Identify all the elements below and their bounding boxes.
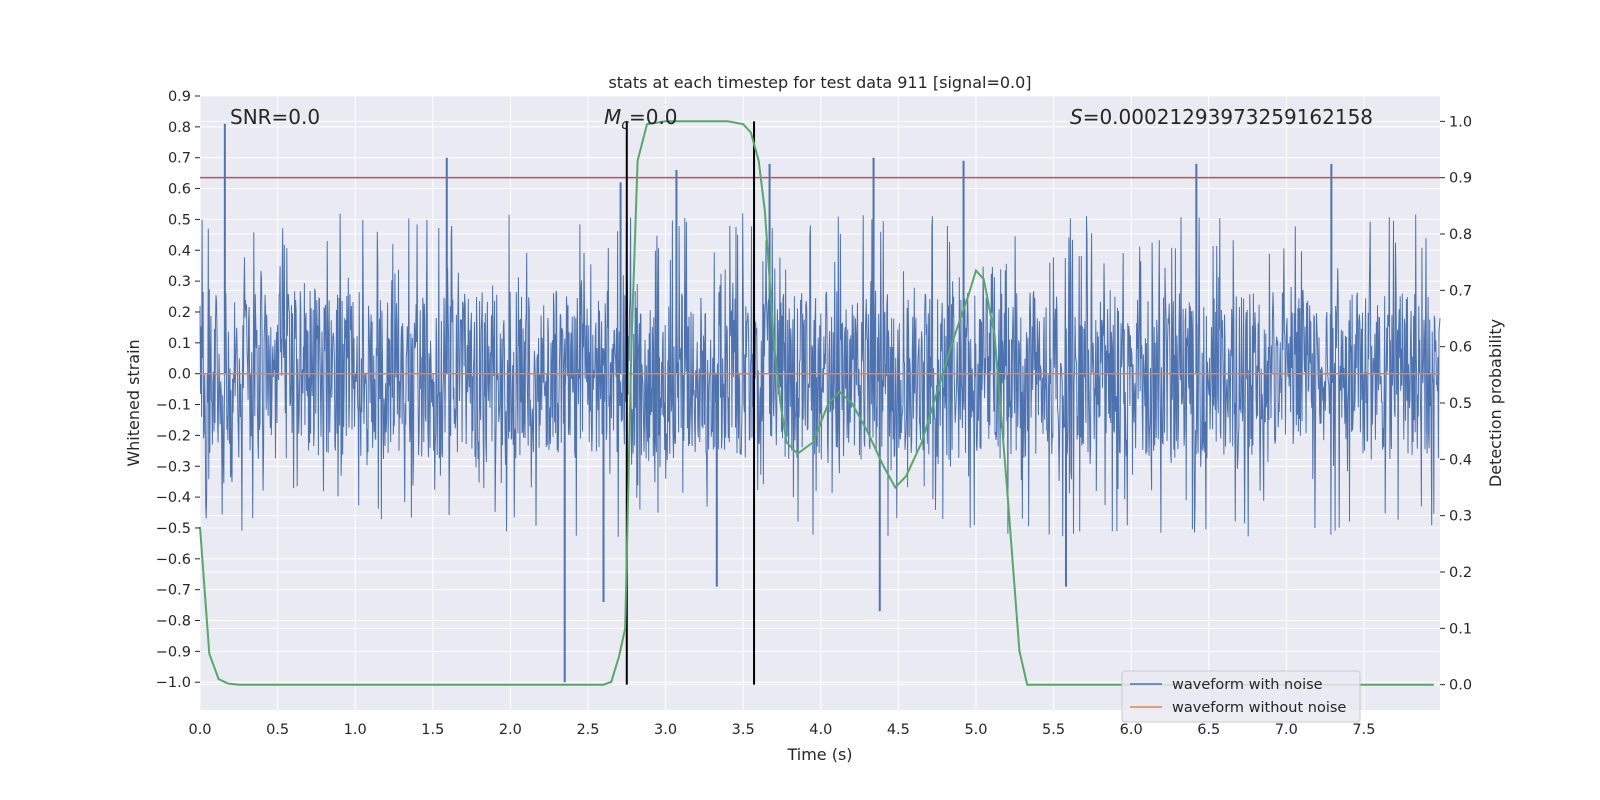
y-axis-ticks: 0.9 0.8 0.7 0.6 0.5 0.4 0.3 0.2 0.1 0.0 −0.1 −0.2 −0… bbox=[156, 89, 200, 691]
y-tick-label: 0.2 bbox=[168, 305, 191, 321]
y-tick-label: 0.9 bbox=[168, 89, 191, 105]
y-tick-label: 0.4 bbox=[168, 243, 191, 259]
x-tick-label: 4.5 bbox=[887, 722, 910, 738]
x-tick-label: 5.0 bbox=[964, 722, 987, 738]
y-tick-label: 0.8 bbox=[168, 120, 191, 136]
y-tick-label: −1.0 bbox=[156, 675, 191, 691]
y2-axis-ticks: 1.0 0.9 0.8 0.7 0.6 0.5 0.4 0.3 0.2 0.1 0.0 bbox=[1440, 114, 1472, 694]
noise-spikes bbox=[223, 123, 1333, 683]
chirp-mass-value: =0.0 bbox=[629, 105, 678, 129]
legend-label-clean: waveform without noise bbox=[1172, 700, 1346, 716]
y2-tick-label: 0.3 bbox=[1449, 509, 1472, 525]
y2-tick-label: 0.9 bbox=[1449, 171, 1472, 187]
y2-axis-label: Detection probability bbox=[1486, 319, 1505, 487]
y2-tick-label: 0.2 bbox=[1449, 565, 1472, 581]
s-symbol: S bbox=[1070, 105, 1083, 129]
y2-tick-label: 0.7 bbox=[1449, 283, 1472, 299]
legend-label-noise: waveform with noise bbox=[1172, 677, 1323, 693]
x-tick-label: 3.5 bbox=[732, 722, 755, 738]
y-tick-label: −0.6 bbox=[156, 552, 191, 568]
x-tick-label: 2.5 bbox=[576, 722, 599, 738]
y2-tick-label: 0.4 bbox=[1449, 452, 1472, 468]
x-tick-label: 2.0 bbox=[499, 722, 522, 738]
x-tick-label: 0.5 bbox=[266, 722, 289, 738]
series-detection-probability bbox=[199, 120, 1434, 686]
y-tick-label: 0.7 bbox=[168, 151, 191, 167]
chirp-mass-subscript: c bbox=[621, 117, 629, 133]
snr-annotation: SNR=0.0 bbox=[230, 105, 320, 129]
series-waveform-with-noise bbox=[199, 213, 1441, 537]
chirp-mass-symbol: M bbox=[604, 105, 621, 129]
y-tick-label: 0.1 bbox=[168, 336, 191, 352]
y-tick-label: −0.7 bbox=[156, 583, 191, 599]
x-axis-ticks: 0.0 0.5 1.0 1.5 2.0 2.5 3.0 3.5 4.0 4.5 5.0 5.5 6.0 6… bbox=[188, 722, 1375, 738]
s-value: =0.00021293973259162158 bbox=[1083, 105, 1373, 129]
y-tick-label: −0.5 bbox=[156, 521, 191, 537]
y-tick-label: −0.8 bbox=[156, 614, 191, 630]
x-tick-label: 3.0 bbox=[654, 722, 677, 738]
x-tick-label: 1.0 bbox=[344, 722, 367, 738]
legend: waveform with noise waveform without noi… bbox=[1121, 670, 1361, 723]
y2-tick-label: 1.0 bbox=[1449, 114, 1472, 130]
x-tick-label: 7.5 bbox=[1352, 722, 1375, 738]
y2-tick-label: 0.5 bbox=[1449, 396, 1472, 412]
y-tick-label: −0.3 bbox=[156, 459, 191, 475]
x-tick-label: 4.0 bbox=[809, 722, 832, 738]
y-tick-label: −0.2 bbox=[156, 428, 191, 444]
y-tick-label: 0.6 bbox=[168, 182, 191, 198]
chart-title: stats at each timestep for test data 911… bbox=[608, 73, 1031, 92]
s-annotation: S=0.00021293973259162158 bbox=[1070, 105, 1373, 129]
y-tick-label: −0.4 bbox=[156, 490, 191, 506]
x-tick-label: 5.5 bbox=[1042, 722, 1065, 738]
y2-tick-label: 0.0 bbox=[1449, 678, 1472, 694]
y2-tick-label: 0.6 bbox=[1449, 340, 1472, 356]
y-tick-label: 0.3 bbox=[168, 274, 191, 290]
chirp-mass-annotation: Mc=0.0 bbox=[604, 105, 678, 133]
y-axis-label: Whitened strain bbox=[124, 339, 143, 466]
y-tick-label: 0.0 bbox=[168, 367, 191, 383]
x-tick-label: 6.5 bbox=[1197, 722, 1220, 738]
y-tick-label: 0.5 bbox=[168, 212, 191, 228]
x-tick-label: 6.0 bbox=[1120, 722, 1143, 738]
plot-series bbox=[199, 120, 1441, 686]
y-tick-label: −0.9 bbox=[156, 644, 191, 660]
x-tick-label: 0.0 bbox=[188, 722, 211, 738]
y2-tick-label: 0.1 bbox=[1449, 621, 1472, 637]
y-tick-label: −0.1 bbox=[156, 398, 191, 414]
x-tick-label: 1.5 bbox=[421, 722, 444, 738]
legend-box bbox=[1121, 670, 1361, 723]
x-axis-label: Time (s) bbox=[786, 745, 852, 764]
x-tick-label: 7.0 bbox=[1275, 722, 1298, 738]
y2-tick-label: 0.8 bbox=[1449, 227, 1472, 243]
